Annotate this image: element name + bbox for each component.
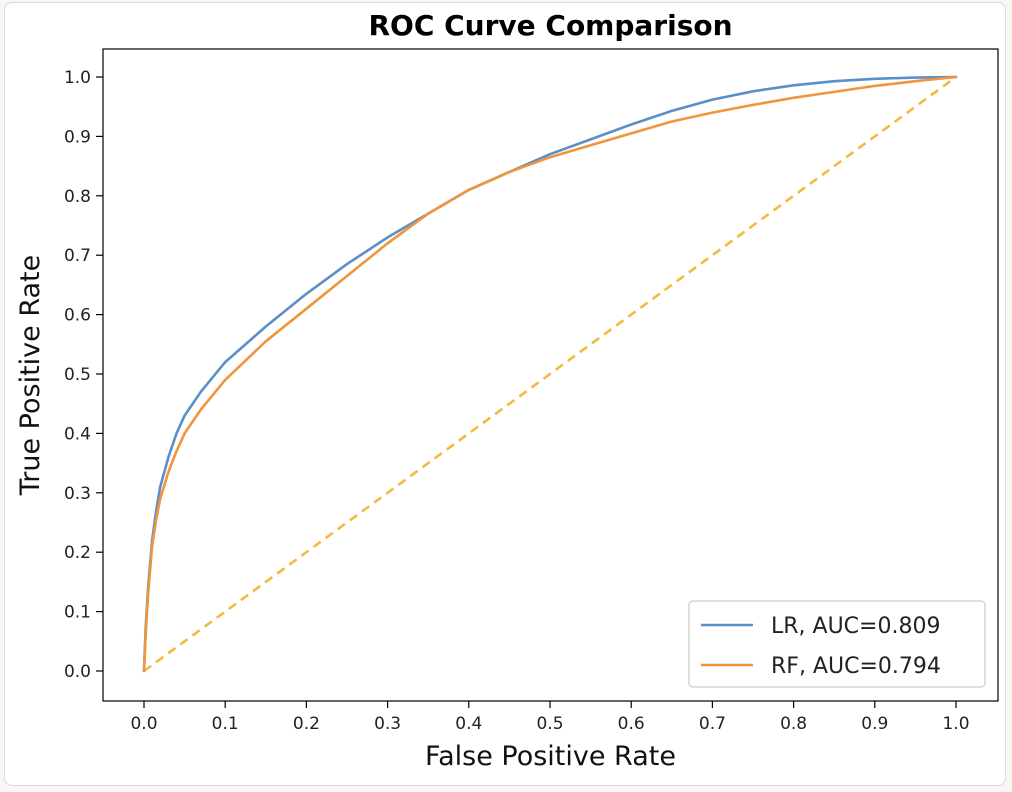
x-tick-label: 0.6: [618, 714, 645, 734]
legend-entry: LR, AUC=0.809: [771, 614, 940, 639]
series-line-0: [142, 75, 958, 673]
roc-chart: ROC Curve Comparison 0.0 0.1 0.2 0.3 0.4 0.5 0…: [15, 9, 999, 772]
x-tick-label: 0.0: [130, 714, 157, 734]
x-tick-label: 0.5: [536, 714, 563, 734]
y-tick-label: 0.8: [64, 187, 91, 207]
legend-box: [688, 600, 986, 688]
y-tick-label: 0.9: [64, 127, 91, 147]
y-tick-label: 0.7: [64, 246, 91, 266]
y-tick-label: 1.0: [64, 68, 91, 88]
y-tick-label: 0.0: [64, 662, 91, 682]
x-tick-label: 0.1: [212, 714, 239, 734]
chart-title: ROC Curve Comparison: [368, 9, 732, 42]
chance-diagonal-line: [143, 75, 957, 673]
legend-entry: RF, AUC=0.794: [771, 654, 941, 679]
x-tick-label: 0.2: [293, 714, 320, 734]
y-tick-label: 0.5: [64, 365, 91, 385]
y-axis-label: True Positive Rate: [15, 255, 46, 497]
x-tick-label: 0.4: [455, 714, 482, 734]
x-tick-label: 0.8: [780, 714, 807, 734]
x-axis-ticks: 0.0 0.1 0.2 0.3 0.4 0.5 0.6 0.7 0.8 0.9 1.0: [130, 701, 970, 734]
y-tick-label: 0.2: [64, 543, 91, 563]
chart-frame: ROC Curve Comparison 0.0 0.1 0.2 0.3 0.4 0.5 0…: [4, 2, 1006, 786]
x-tick-label: 1.0: [942, 714, 969, 734]
y-tick-label: 0.4: [64, 424, 91, 444]
series-layer: [142, 75, 958, 673]
legend: LR, AUC=0.809 RF, AUC=0.794: [688, 600, 986, 688]
series-line-1: [142, 75, 958, 673]
x-tick-label: 0.9: [861, 714, 888, 734]
x-tick-label: 0.3: [374, 714, 401, 734]
y-tick-label: 0.6: [64, 306, 91, 326]
y-tick-label: 0.1: [64, 603, 91, 623]
y-axis-ticks: 0.0 0.1 0.2 0.3 0.4 0.5 0.6 0.7 0.8 0.9 1.0: [64, 68, 103, 682]
y-tick-label: 0.3: [64, 484, 91, 504]
x-tick-label: 0.7: [699, 714, 726, 734]
x-axis-label: False Positive Rate: [425, 741, 676, 772]
